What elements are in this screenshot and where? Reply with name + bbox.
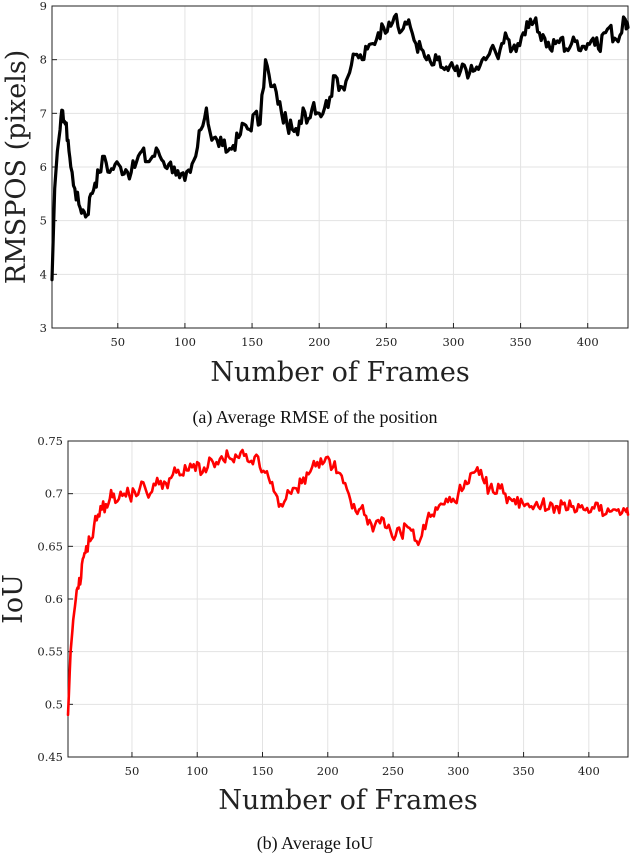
caption-b: (b) Average IoU — [257, 833, 374, 854]
chart-iou: 50 100 150 200 250 300 350 400 0.45 0.5 0.55 0.6 0.6… — [0, 434, 630, 854]
series-line-iou — [66, 448, 630, 717]
y-tick-label: 0.6 — [45, 592, 63, 606]
series-line-rmse — [50, 12, 630, 282]
y-tick-label: 0.55 — [37, 645, 63, 659]
series-points-iou — [67, 455, 629, 715]
ticks-rmse: 50 100 150 200 250 300 350 400 3 4 5 6 7 8 9 — [40, 0, 599, 349]
y-tick-label: 8 — [40, 53, 47, 67]
y-tick-label: 7 — [40, 106, 47, 120]
x-axis-label: Number of Frames — [218, 785, 477, 816]
x-tick-label: 100 — [186, 764, 208, 778]
x-tick-label: 150 — [252, 764, 274, 778]
grid-rmse — [52, 5, 628, 329]
caption-a: (a) Average RMSE of the position — [192, 407, 437, 428]
x-tick-label: 350 — [510, 335, 532, 349]
x-tick-label: 200 — [308, 335, 330, 349]
x-tick-label: 150 — [241, 335, 263, 349]
y-tick-label: 3 — [40, 321, 47, 335]
series-points-rmse — [51, 16, 629, 280]
x-tick-label: 100 — [174, 335, 196, 349]
x-tick-label: 300 — [447, 764, 469, 778]
x-tick-label: 300 — [442, 335, 464, 349]
x-tick-label: 250 — [375, 335, 397, 349]
y-tick-label: 0.7 — [45, 487, 63, 501]
x-tick-label: 50 — [110, 335, 125, 349]
x-tick-label: 350 — [513, 764, 535, 778]
y-axis-label: IoU — [0, 574, 29, 624]
x-tick-label: 250 — [382, 764, 404, 778]
chart-rmse: 50 100 150 200 250 300 350 400 3 4 5 6 7 8 9 Number of… — [1, 0, 630, 428]
y-tick-label: 5 — [40, 214, 47, 228]
x-tick-label: 200 — [317, 764, 339, 778]
x-tick-label: 400 — [578, 764, 600, 778]
y-tick-label: 0.45 — [37, 750, 63, 764]
x-axis-label: Number of Frames — [210, 357, 469, 388]
y-axis-label: RMSPOS (pixels) — [1, 50, 32, 285]
ticks-iou: 50 100 150 200 250 300 350 400 0.45 0.5 0.55 0.6 0.6… — [37, 434, 599, 778]
x-tick-label: 50 — [125, 764, 140, 778]
y-tick-label: 0.5 — [45, 697, 63, 711]
y-tick-label: 9 — [40, 0, 47, 13]
y-tick-label: 4 — [40, 267, 47, 281]
y-tick-label: 6 — [40, 160, 47, 174]
y-tick-label: 0.75 — [37, 434, 63, 448]
x-tick-label: 400 — [577, 335, 599, 349]
y-tick-label: 0.65 — [37, 539, 63, 553]
